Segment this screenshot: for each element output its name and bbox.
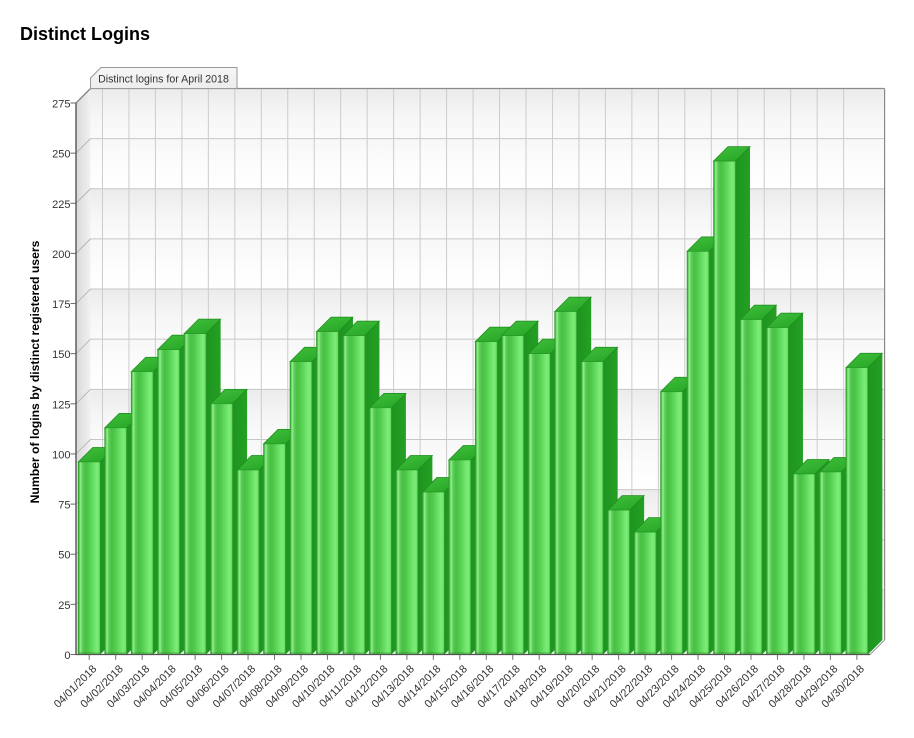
svg-text:275: 275 xyxy=(52,99,70,111)
svg-text:25: 25 xyxy=(58,600,70,612)
svg-text:150: 150 xyxy=(52,349,70,361)
svg-text:175: 175 xyxy=(52,299,70,311)
svg-text:100: 100 xyxy=(52,449,70,461)
svg-text:250: 250 xyxy=(52,149,70,161)
svg-text:75: 75 xyxy=(58,500,70,512)
svg-text:225: 225 xyxy=(52,199,70,211)
svg-text:50: 50 xyxy=(58,550,70,562)
svg-text:125: 125 xyxy=(52,399,70,411)
svg-text:200: 200 xyxy=(52,249,70,261)
svg-text:Distinct Logins: Distinct Logins xyxy=(20,24,150,44)
svg-text:Number of logins by distinct r: Number of logins by distinct registered … xyxy=(28,240,42,503)
svg-text:Distinct logins for April 2018: Distinct logins for April 2018 xyxy=(98,73,229,85)
svg-text:0: 0 xyxy=(64,650,70,662)
